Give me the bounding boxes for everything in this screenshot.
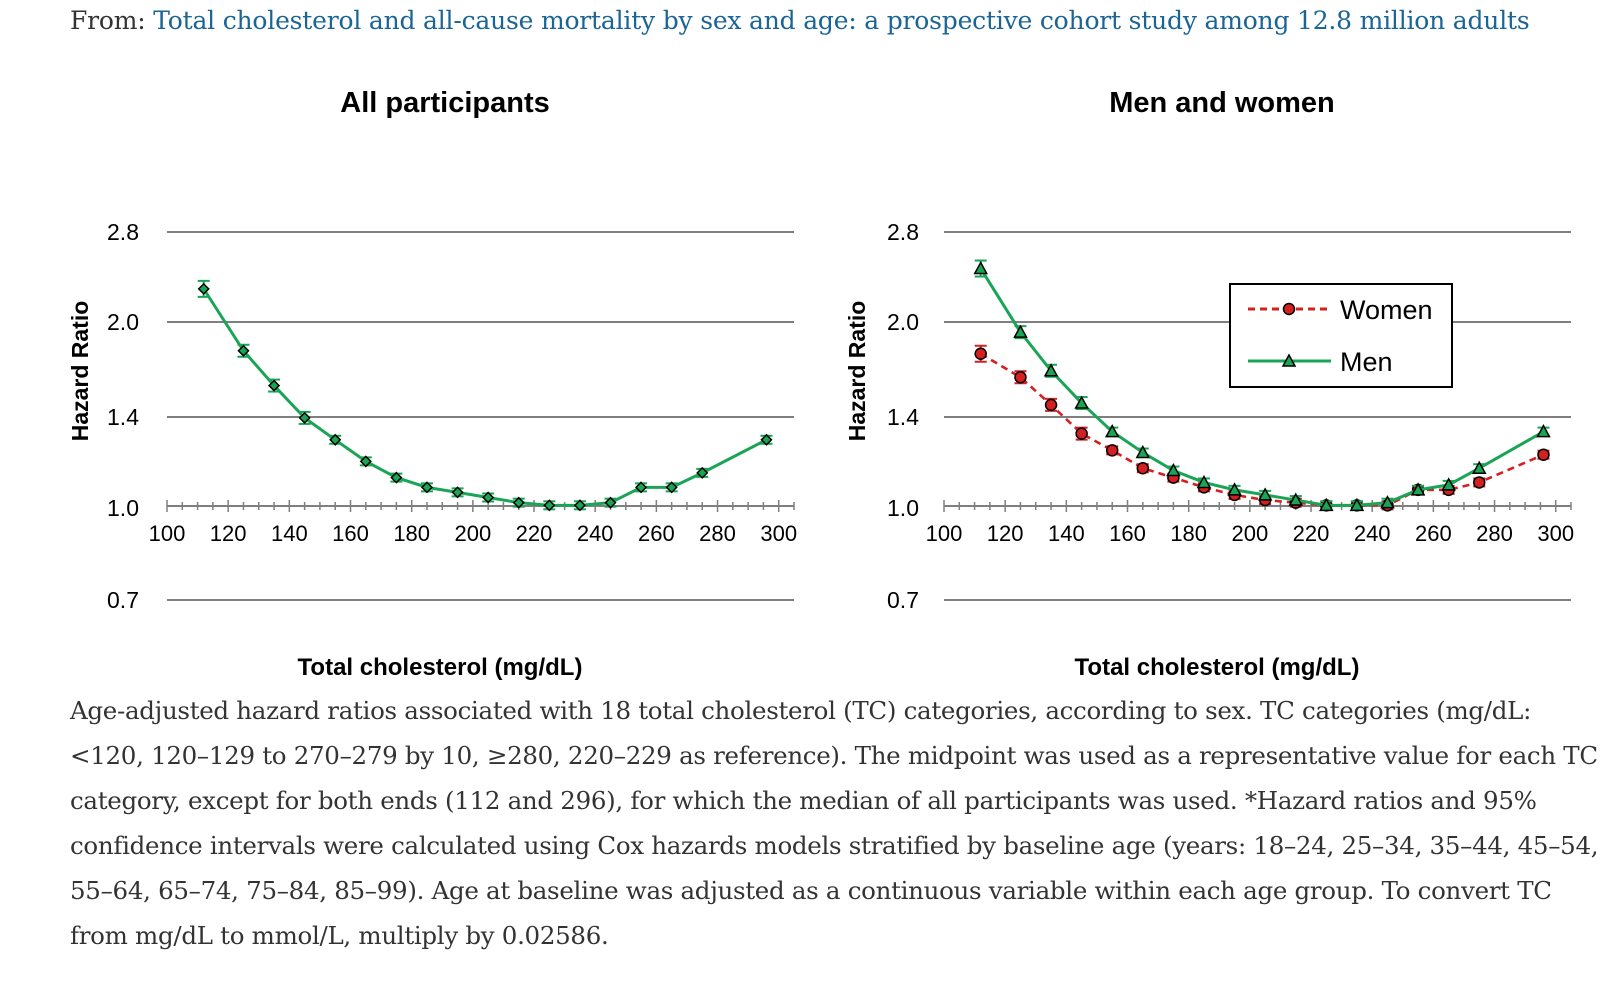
y-tick-label: 1.0 — [107, 495, 139, 521]
x-tick-label: 220 — [516, 521, 553, 546]
y-tick-label: 1.0 — [887, 495, 919, 521]
data-point — [975, 263, 987, 274]
data-point — [1137, 463, 1148, 474]
data-point — [1015, 372, 1026, 383]
chart-title: All participants — [340, 87, 550, 119]
x-axis-label: Total cholesterol (mg/dL) — [298, 654, 583, 681]
x-tick-label: 240 — [577, 521, 614, 546]
chart-title: Men and women — [1109, 87, 1335, 119]
x-tick-label: 280 — [699, 521, 736, 546]
legend-label: Men — [1340, 347, 1393, 377]
y-tick-label: 1.4 — [887, 404, 919, 430]
legend-marker — [1284, 304, 1295, 315]
y-tick-label: 2.0 — [107, 309, 139, 335]
y-tick-label: 0.7 — [887, 587, 919, 613]
x-tick-label: 220 — [1293, 521, 1330, 546]
x-tick-label: 260 — [638, 521, 675, 546]
figure-caption: Age-adjusted hazard ratios associated wi… — [70, 688, 1600, 958]
x-tick-label: 280 — [1476, 521, 1513, 546]
y-axis-label: Hazard Ratio — [844, 301, 870, 442]
x-tick-label: 180 — [1170, 521, 1207, 546]
x-tick-label: 260 — [1415, 521, 1452, 546]
x-tick-label: 200 — [454, 521, 491, 546]
y-tick-label: 1.4 — [107, 404, 139, 430]
y-tick-label: 2.8 — [107, 219, 139, 245]
x-tick-label: 120 — [210, 521, 247, 546]
x-tick-label: 180 — [393, 521, 430, 546]
x-tick-label: 100 — [926, 521, 963, 546]
data-point — [1046, 399, 1057, 410]
x-tick-label: 120 — [987, 521, 1024, 546]
x-axis-label: Total cholesterol (mg/dL) — [1075, 654, 1360, 681]
x-tick-label: 300 — [760, 521, 797, 546]
chart-panel: Men and women 0.7 1.0 1.4 2.0 2.8 100 120 140 160… — [844, 87, 1574, 681]
y-tick-label: 2.0 — [887, 309, 919, 335]
data-point — [1107, 445, 1118, 456]
figure: All participants 0.7 1.0 1.4 2.0 2.8 100 120 140… — [0, 0, 1613, 690]
y-tick-label: 0.7 — [107, 587, 139, 613]
data-point — [1474, 477, 1485, 488]
legend-label: Women — [1340, 295, 1433, 325]
x-tick-label: 160 — [1109, 521, 1146, 546]
x-tick-label: 300 — [1537, 521, 1574, 546]
x-tick-label: 140 — [1048, 521, 1085, 546]
x-tick-label: 100 — [149, 521, 186, 546]
y-tick-label: 2.8 — [887, 219, 919, 245]
y-axis-label: Hazard Ratio — [67, 301, 93, 442]
legend: Women Men — [1230, 284, 1452, 387]
x-tick-label: 200 — [1231, 521, 1268, 546]
x-tick-label: 160 — [332, 521, 369, 546]
data-point — [1538, 449, 1549, 460]
data-point — [975, 348, 986, 359]
data-point — [1076, 428, 1087, 439]
x-tick-label: 140 — [271, 521, 308, 546]
chart-panel: All participants 0.7 1.0 1.4 2.0 2.8 100 120 140… — [67, 87, 797, 681]
x-tick-label: 240 — [1354, 521, 1391, 546]
